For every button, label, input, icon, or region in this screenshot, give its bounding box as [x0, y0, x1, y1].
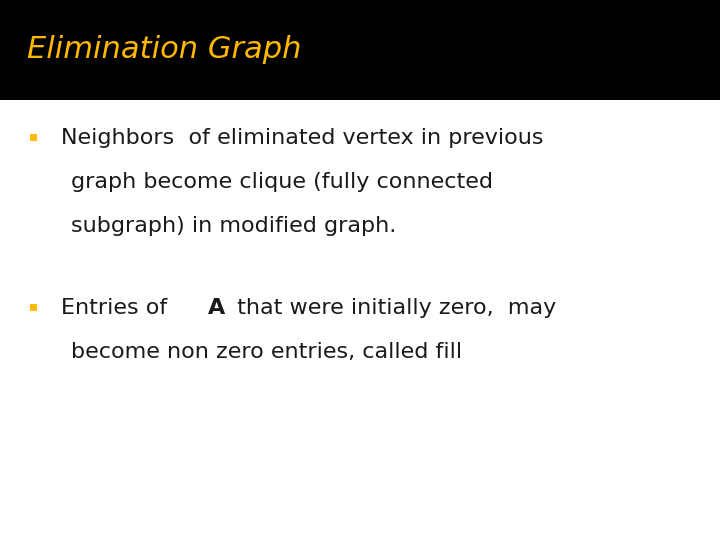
Text: subgraph) in modified graph.: subgraph) in modified graph. — [71, 216, 396, 237]
Text: become non zero entries, called fill: become non zero entries, called fill — [71, 342, 462, 362]
Text: graph become clique (fully connected: graph become clique (fully connected — [71, 172, 492, 192]
Text: Neighbors  of eliminated vertex in previous: Neighbors of eliminated vertex in previo… — [61, 127, 544, 148]
Bar — [30, 134, 37, 141]
Text: Elimination Graph: Elimination Graph — [27, 36, 302, 64]
Bar — [30, 304, 37, 311]
Text: A: A — [207, 298, 225, 318]
Bar — [0, 0, 720, 100]
Text: that were initially zero,  may: that were initially zero, may — [230, 298, 556, 318]
Text: Entries of: Entries of — [61, 298, 174, 318]
